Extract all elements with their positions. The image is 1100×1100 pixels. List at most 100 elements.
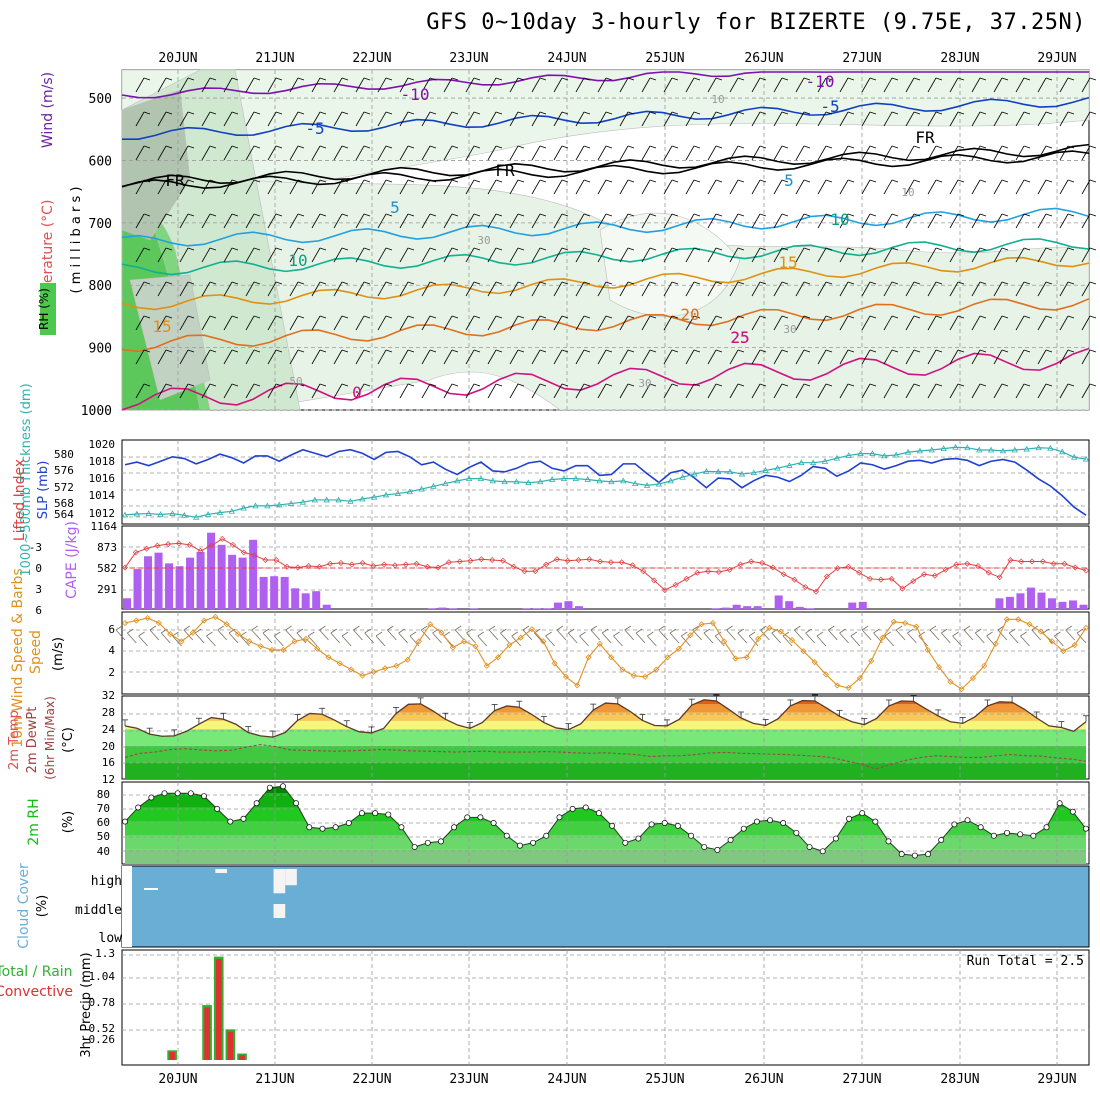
wind-barb xyxy=(172,635,182,647)
rh-point xyxy=(214,805,221,812)
date-label-bottom: 26JUN xyxy=(744,1072,783,1087)
slp-tick: 1012 xyxy=(89,507,116,520)
wind-barb xyxy=(707,281,717,297)
thickness-point xyxy=(987,446,995,453)
wind-barb xyxy=(641,315,651,331)
wind-speed-point xyxy=(449,644,456,651)
wind-barb-flag xyxy=(913,281,921,285)
wind-barb xyxy=(827,629,838,641)
wind-barb xyxy=(311,315,321,331)
wind-barb-flag xyxy=(605,111,613,115)
wind-barb-flag xyxy=(473,213,481,217)
wind-barb xyxy=(364,632,375,644)
cape-bar xyxy=(732,604,741,609)
cape-bar xyxy=(795,606,804,609)
wind-barb xyxy=(355,281,365,297)
wind-barb xyxy=(420,629,431,641)
rh-point xyxy=(187,790,194,797)
wind-barb xyxy=(465,213,475,229)
thickness-point xyxy=(394,490,402,496)
wind-barb xyxy=(311,281,321,297)
wind-barb-flag xyxy=(275,111,283,115)
wind-barb-flag xyxy=(495,349,503,353)
thickness-point xyxy=(335,496,342,503)
wind-barb xyxy=(883,77,893,93)
wind-barb-flag xyxy=(165,315,173,319)
lifted-index-point xyxy=(845,563,852,570)
wind-barb xyxy=(729,315,739,331)
wind-barb xyxy=(1031,629,1042,641)
rh-point xyxy=(332,824,339,831)
wind-barb-flag xyxy=(495,77,503,81)
wind-barb xyxy=(377,349,387,365)
panel-frame xyxy=(121,865,1090,948)
wind-barb-flag xyxy=(627,349,635,353)
wind-barb-flag xyxy=(231,349,239,353)
wind-barb xyxy=(707,349,717,365)
wind-barb xyxy=(597,281,607,297)
lifted-index-point xyxy=(251,552,258,559)
wind-barb-flag xyxy=(165,145,173,149)
cape-bar xyxy=(1037,592,1046,609)
wind-barb-flag xyxy=(187,247,195,251)
cape-bar xyxy=(722,607,731,609)
lifted-index-point xyxy=(316,563,323,570)
precip-conv-bar xyxy=(227,1031,234,1060)
wind-barb xyxy=(553,145,563,161)
rh-point xyxy=(569,805,576,812)
wind-barb xyxy=(575,281,585,297)
wind-barb-flag xyxy=(495,179,503,183)
wind-barb xyxy=(575,213,585,229)
wind-barb-flag xyxy=(781,315,789,319)
wind-barb-flag xyxy=(957,213,965,217)
lifted-index-point xyxy=(1007,556,1014,563)
wind-barb-flag xyxy=(737,281,745,285)
temperature-contour xyxy=(121,347,1090,411)
wind-barb-flag xyxy=(825,179,833,183)
thickness-point xyxy=(952,443,959,450)
rh-point xyxy=(859,810,866,817)
wind-barb xyxy=(1037,247,1047,263)
wind-barb-flag xyxy=(873,628,880,634)
thickness-point xyxy=(1035,444,1042,451)
thickness-point xyxy=(252,502,259,509)
cape-bar xyxy=(753,606,762,609)
wind-barb xyxy=(703,632,714,644)
wind-barb-flag xyxy=(1023,281,1031,285)
wind-barb-flag xyxy=(847,247,855,251)
wind-barb-flag xyxy=(1089,281,1097,285)
wind-speed-point xyxy=(834,682,841,689)
cape-bar xyxy=(270,576,279,609)
wind-barb-flag xyxy=(319,145,327,149)
wind-barb-flag xyxy=(296,628,304,634)
wind-barb-flag xyxy=(847,179,855,183)
wind-barb-flag xyxy=(275,349,283,353)
wind-barb-flag xyxy=(363,77,371,81)
wind-barb xyxy=(421,349,431,365)
wind-barb xyxy=(850,635,861,647)
wind-barb xyxy=(949,247,959,263)
wind-barb xyxy=(465,247,475,263)
cape-bar xyxy=(848,602,857,609)
wind-speed-point xyxy=(415,638,423,645)
lifted-index-point xyxy=(197,547,204,554)
wind-barb xyxy=(333,179,343,195)
precip-conv-bar xyxy=(169,1051,175,1060)
wind-barb-flag xyxy=(209,145,217,149)
thickness-point xyxy=(703,468,710,474)
wind-barb xyxy=(861,247,871,263)
wind-barb xyxy=(949,213,959,229)
wind-barb xyxy=(289,77,299,93)
wind-barb-flag xyxy=(869,349,877,353)
wind-barb-flag xyxy=(803,179,811,183)
wind-barb-flag xyxy=(1067,247,1075,251)
wind-speed-point xyxy=(212,613,219,620)
thickness-point xyxy=(454,477,461,484)
lifted-index-point xyxy=(1050,560,1057,567)
pressure-tick: 1000 xyxy=(81,404,112,419)
cape-bar xyxy=(228,554,237,609)
wind-barb xyxy=(663,213,673,229)
rh-point xyxy=(714,846,721,853)
rh-point xyxy=(911,852,918,859)
